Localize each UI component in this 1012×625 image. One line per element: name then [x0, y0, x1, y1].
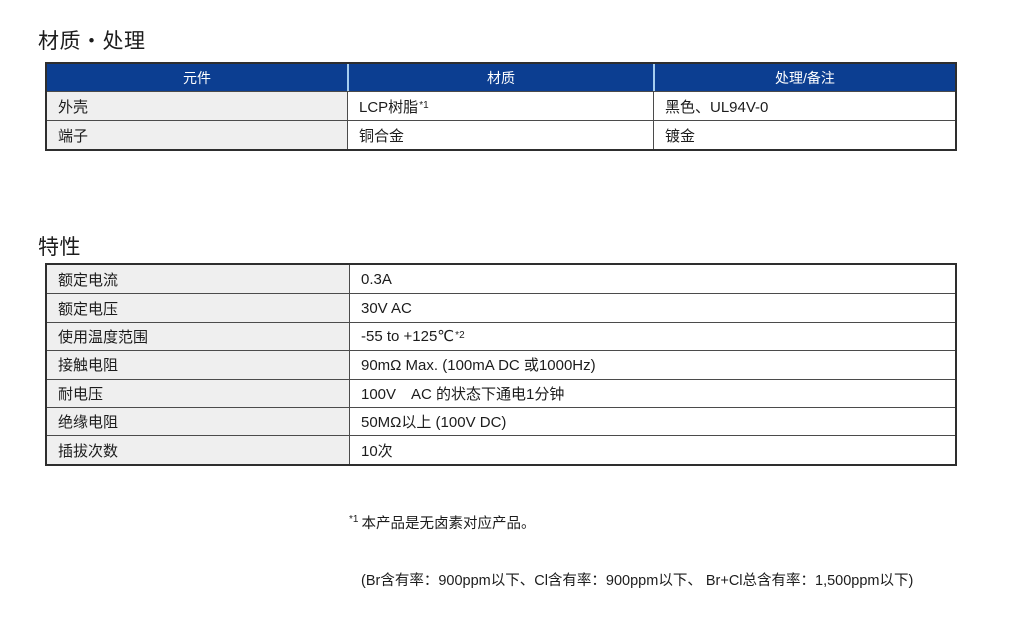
footnote-1-text: 本产品是无卤素对应产品。: [361, 516, 536, 532]
table-row: 外壳 LCP树脂 *1 黑色、UL94V-0: [47, 91, 955, 120]
cell-value: 50MΩ以上 (100V DC): [349, 407, 955, 436]
cell-material-text: 铜合金: [359, 127, 405, 145]
cell-label: 耐电压: [47, 379, 349, 407]
cell-value: 90mΩ Max. (100mA DC 或1000Hz): [349, 351, 955, 379]
materials-header-row: 元件 材质 处理/备注: [47, 64, 955, 91]
cell-label: 插拔次数: [47, 436, 349, 464]
table-row: 使用温度范围 -55 to +125℃ *2: [47, 321, 955, 351]
cell-label: 额定电压: [47, 294, 349, 322]
table-row: 耐电压 100V AC 的状态下通电1分钟: [47, 378, 955, 407]
footnotes: *1 本产品是无卤素对应产品。 (Br含有率：900ppm以下、Cl含有率：900…: [348, 477, 913, 625]
footnote-1-marker: *1: [349, 514, 359, 526]
cell-label: 使用温度范围: [47, 322, 349, 351]
header-cell-finish: 处理/备注: [653, 64, 955, 91]
cell-label: 绝缘电阻: [47, 407, 349, 436]
cell-label: 接触电阻: [47, 351, 349, 379]
characteristics-table: 额定电流 0.3A 额定电压 30V AC 使用温度范围 -55 to +125…: [45, 263, 957, 466]
cell-component: 端子: [47, 121, 347, 149]
cell-finish: 镀金: [653, 121, 955, 149]
characteristics-section-title: 特性: [38, 236, 81, 259]
table-row: 接触电阻 90mΩ Max. (100mA DC 或1000Hz): [47, 350, 955, 379]
cell-material-text: LCP树脂: [359, 98, 419, 116]
cell-material: LCP树脂 *1: [347, 92, 653, 120]
cell-value: 0.3A: [349, 265, 955, 294]
table-row: 端子 铜合金 镀金: [47, 120, 955, 149]
cell-material: 铜合金: [347, 121, 653, 149]
cell-label: 额定电流: [47, 265, 349, 294]
table-row: 插拔次数 10次: [47, 435, 955, 464]
table-row: 绝缘电阻 50MΩ以上 (100V DC): [47, 406, 955, 436]
materials-section-title: 材质・处理: [38, 30, 146, 53]
materials-table: 元件 材质 处理/备注 外壳 LCP树脂 *1 黑色、UL94V-0 端子 铜合金…: [45, 62, 957, 151]
cell-value: -55 to +125℃ *2: [349, 322, 955, 351]
cell-finish: 黑色、UL94V-0: [653, 92, 955, 120]
table-row: 额定电流 0.3A: [47, 265, 955, 294]
header-cell-component: 元件: [183, 69, 211, 86]
cell-component: 外壳: [47, 92, 347, 120]
cell-value: 100V AC 的状态下通电1分钟: [349, 379, 955, 407]
header-cell-material: 材质: [347, 64, 653, 91]
cell-value: 10次: [349, 436, 955, 464]
table-row: 额定电压 30V AC: [47, 293, 955, 322]
cell-value: 30V AC: [349, 294, 955, 322]
footnote-1-detail: (Br含有率：900ppm以下、Cl含有率：900ppm以下、 Br+Cl总含有…: [361, 573, 914, 589]
footnote-1: *1 本产品是无卤素对应产品。: [348, 515, 913, 534]
